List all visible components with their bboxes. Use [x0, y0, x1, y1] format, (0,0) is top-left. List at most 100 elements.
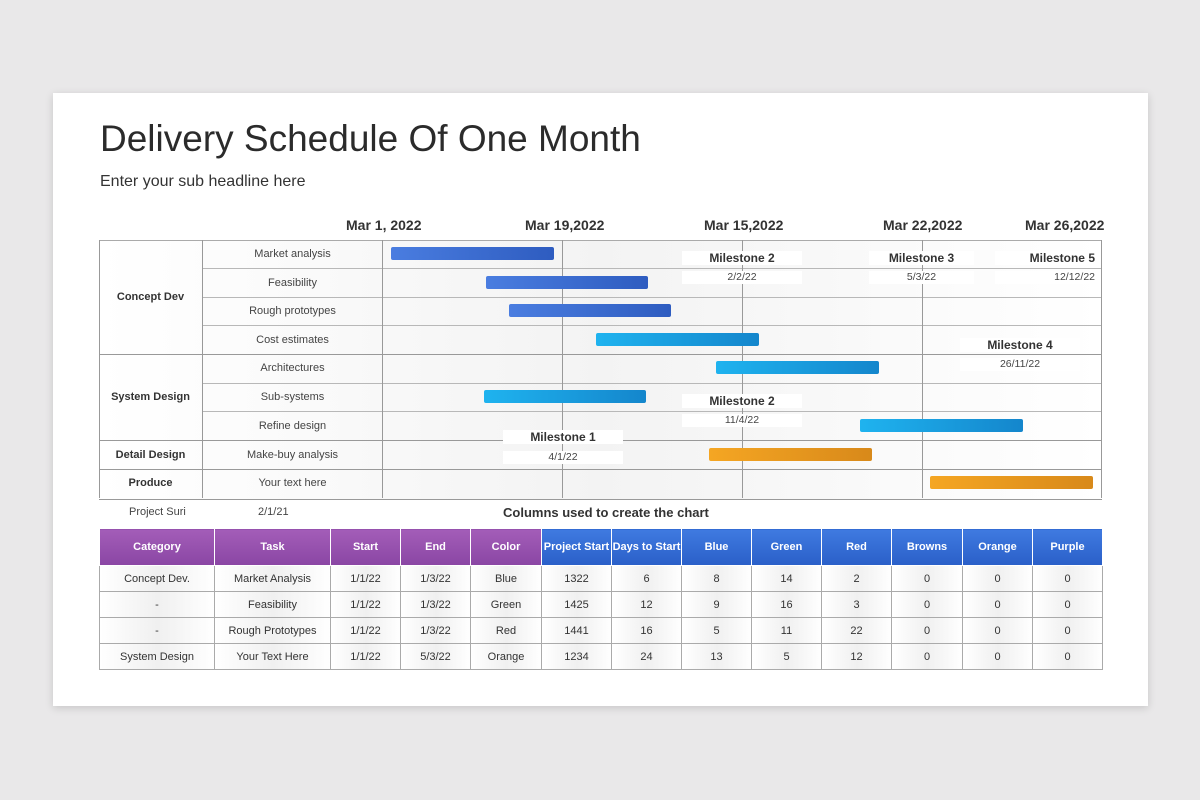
table-cell: 0	[1032, 617, 1103, 644]
gantt-bar-feasibility[interactable]	[486, 276, 648, 289]
table-cell: 5/3/22	[400, 643, 471, 670]
task-label: Rough prototypes	[249, 305, 336, 317]
table-cell: -	[99, 591, 215, 618]
column-header: Task	[214, 528, 331, 566]
row-divider	[203, 325, 1102, 326]
table-cell: 9	[681, 591, 752, 618]
table-cell: Green	[470, 591, 542, 618]
table-cell: 5	[681, 617, 752, 644]
date-header: Mar 15,2022	[704, 217, 784, 233]
column-header: Browns	[891, 528, 963, 566]
gantt-bar-rough-prototypes[interactable]	[509, 304, 671, 317]
milestone-date: 12/12/22	[995, 271, 1095, 284]
table-cell: 1441	[541, 617, 612, 644]
table-cell: Rough Prototypes	[214, 617, 331, 644]
table-caption: Columns used to create the chart	[503, 505, 709, 520]
table-cell: Your Text Here	[214, 643, 331, 670]
column-header: Orange	[962, 528, 1033, 566]
category-label: System Design	[111, 391, 190, 403]
table-cell: System Design	[99, 643, 215, 670]
project-label: Project Suri	[129, 506, 186, 518]
date-header: Mar 1, 2022	[346, 217, 422, 233]
column-header: Purple	[1032, 528, 1103, 566]
table-cell: Blue	[470, 565, 542, 592]
task-label: Architectures	[260, 362, 325, 374]
category-label: Concept Dev	[116, 291, 185, 303]
table-cell: 12	[821, 643, 892, 670]
table-row: - Rough Prototypes 1/1/22 1/3/22 Red 144…	[99, 617, 1103, 644]
table-cell: 0	[962, 565, 1033, 592]
category-label: Detail Design	[115, 449, 186, 461]
table-cell: 1/3/22	[400, 591, 471, 618]
task-label: Market analysis	[254, 248, 331, 260]
column-header: Days to Start	[611, 528, 682, 566]
table-cell: 0	[962, 643, 1033, 670]
table-cell: 11	[751, 617, 822, 644]
date-header: Mar 19,2022	[525, 217, 605, 233]
gantt-bar-cost-estimates[interactable]	[596, 333, 759, 346]
table-cell: 1/1/22	[330, 591, 401, 618]
gantt-bar-architectures[interactable]	[716, 361, 879, 374]
table-cell: 24	[611, 643, 682, 670]
row-divider	[203, 268, 1102, 269]
table-cell: 1425	[541, 591, 612, 618]
category-label: Produce	[128, 477, 173, 489]
row-divider	[203, 297, 1102, 298]
column-header: Red	[821, 528, 892, 566]
task-label: Refine design	[258, 420, 327, 432]
table-cell: Market Analysis	[214, 565, 331, 592]
milestone-date: 11/4/22	[682, 414, 802, 427]
table-header-row: Category Task Start End Color Project St…	[99, 528, 1103, 566]
gantt-bar-refine-design[interactable]	[860, 419, 1023, 432]
column-header: Blue	[681, 528, 752, 566]
gantt-bar-sub-systems[interactable]	[484, 390, 646, 403]
date-header: Mar 26,2022	[1025, 217, 1105, 233]
milestone-title: Milestone 5	[995, 251, 1095, 265]
milestone-title: Milestone 3	[869, 251, 974, 265]
column-divider	[202, 240, 203, 498]
table-row: - Feasibility 1/1/22 1/3/22 Green 1425 1…	[99, 591, 1103, 618]
gantt-bar-market-analysis[interactable]	[391, 247, 554, 260]
row-divider	[203, 411, 1102, 412]
column-header: Start	[330, 528, 401, 566]
task-label: Make-buy analysis	[246, 449, 339, 461]
row-divider	[203, 383, 1102, 384]
table-cell: 14	[751, 565, 822, 592]
task-label: Cost estimates	[256, 334, 329, 346]
milestone-title: Milestone 1	[503, 430, 623, 444]
page-title: Delivery Schedule Of One Month	[100, 118, 641, 159]
project-date: 2/1/21	[258, 506, 289, 518]
milestone-title: Milestone 2	[682, 251, 802, 265]
table-cell: 1/1/22	[330, 643, 401, 670]
row-divider	[99, 354, 1102, 355]
milestone-title: Milestone 2	[682, 394, 802, 408]
column-header: Project Start	[541, 528, 612, 566]
column-header: Category	[99, 528, 215, 566]
table-cell: 16	[751, 591, 822, 618]
row-divider	[99, 469, 1102, 470]
milestone-title: Milestone 4	[960, 338, 1080, 352]
table-cell: 2	[821, 565, 892, 592]
gantt-bar-your-text-here[interactable]	[930, 476, 1093, 489]
table-cell: 0	[891, 617, 963, 644]
table-cell: 1234	[541, 643, 612, 670]
table-cell: Concept Dev.	[99, 565, 215, 592]
table-cell: 6	[611, 565, 682, 592]
table-cell: 12	[611, 591, 682, 618]
gantt-bar-make-buy-analysis[interactable]	[709, 448, 872, 461]
table-cell: 1322	[541, 565, 612, 592]
milestone-date: 4/1/22	[503, 451, 623, 464]
column-divider	[1101, 240, 1102, 498]
column-divider	[99, 240, 100, 498]
table-cell: 0	[1032, 591, 1103, 618]
table-cell: 0	[891, 591, 963, 618]
table-cell: 3	[821, 591, 892, 618]
table-row: Concept Dev. Market Analysis 1/1/22 1/3/…	[99, 565, 1103, 592]
column-divider	[562, 240, 563, 498]
table-cell: 13	[681, 643, 752, 670]
table-cell: 0	[962, 591, 1033, 618]
task-label: Your text here	[258, 477, 327, 489]
column-header: Color	[470, 528, 542, 566]
table-cell: 0	[962, 617, 1033, 644]
column-divider	[922, 240, 923, 498]
